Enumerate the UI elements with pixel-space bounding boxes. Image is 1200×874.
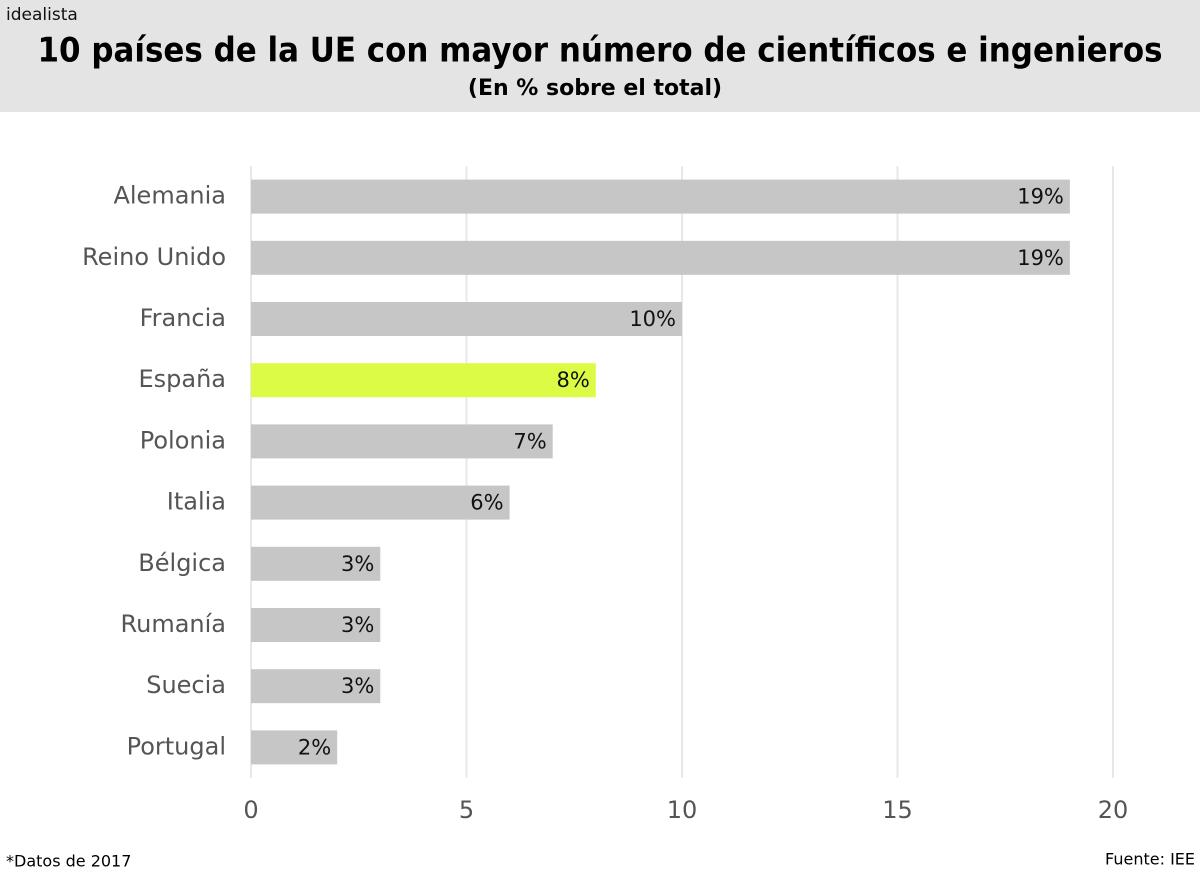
x-tick-label: 5 [459, 796, 474, 824]
bar [251, 730, 338, 765]
value-label: 7% [513, 429, 546, 453]
brand: idealista [6, 5, 78, 25]
x-tick-label: 20 [1098, 796, 1129, 824]
value-label: 3% [341, 552, 374, 576]
value-label: 19% [1017, 185, 1064, 209]
y-tick-label: Polonia [140, 426, 226, 454]
y-tick-label: Rumanía [121, 610, 226, 638]
y-tick-label: Suecia [146, 671, 226, 699]
y-tick-label: Alemania [113, 182, 226, 210]
value-label: 3% [341, 674, 374, 698]
bar [251, 240, 1070, 275]
bar [251, 363, 596, 398]
value-label: 6% [470, 491, 503, 515]
x-tick-label: 15 [882, 796, 913, 824]
y-tick-label: España [138, 365, 226, 393]
bar [251, 302, 682, 336]
y-tick-label: Italia [167, 488, 226, 516]
chart-title: 10 países de la UE con mayor número de c… [38, 31, 1163, 71]
footnote: *Datos de 2017 [6, 852, 131, 871]
bar [251, 424, 553, 459]
bar [251, 179, 1070, 214]
bar [251, 485, 510, 520]
y-tick-label: Reino Unido [82, 243, 226, 271]
value-label: 3% [341, 613, 374, 637]
x-tick-label: 0 [243, 796, 258, 824]
value-label: 19% [1017, 246, 1064, 270]
value-label: 8% [556, 368, 589, 392]
y-tick-label: Portugal [127, 732, 226, 760]
x-tick-label: 10 [667, 796, 698, 824]
bar [251, 669, 381, 704]
y-tick-label: Bélgica [138, 549, 226, 577]
source: Fuente: IEE [1105, 850, 1195, 869]
bar [251, 608, 381, 642]
header-band [0, 0, 1200, 112]
y-tick-label: Francia [140, 304, 226, 332]
value-label: 10% [629, 307, 676, 331]
value-label: 2% [298, 735, 331, 759]
bar [251, 546, 381, 581]
chart-subtitle: (En % sobre el total) [468, 76, 722, 101]
